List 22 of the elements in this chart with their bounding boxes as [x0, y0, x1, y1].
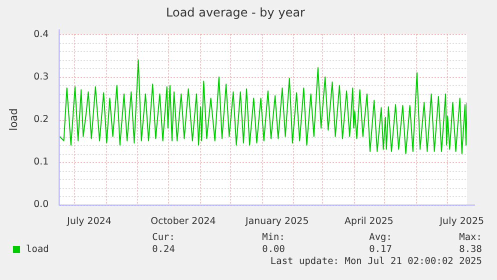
x-tick-label: July 2024 — [66, 216, 112, 227]
y-tick-label: 0.1 — [34, 156, 49, 168]
text: Last update: Mon Jul 21 02:00:02 2025 — [269, 256, 483, 267]
y-tick-label: 0.4 — [34, 28, 49, 40]
text: 8.38 — [458, 244, 482, 255]
x-tick-label: January 2025 — [244, 216, 309, 227]
chart-title: Load average - by year — [166, 5, 306, 20]
text: Min: — [261, 232, 285, 243]
legend-label: load — [26, 244, 49, 255]
x-tick-label: October 2024 — [150, 216, 216, 227]
text: 0.00 — [261, 244, 285, 255]
y-tick-label: 0.3 — [34, 71, 49, 82]
text: 0.17 — [368, 244, 392, 255]
x-tick-label: July 2025 — [438, 216, 484, 227]
text: 0.24 — [151, 244, 175, 255]
text: Avg: — [368, 232, 392, 243]
y-axis-title: load — [8, 108, 20, 131]
y-tick-label: 0.0 — [34, 199, 49, 210]
text: Max: — [458, 232, 482, 243]
x-tick-label: April 2025 — [344, 216, 394, 227]
text: Cur: — [151, 232, 175, 243]
y-tick-label: 0.2 — [34, 114, 49, 125]
